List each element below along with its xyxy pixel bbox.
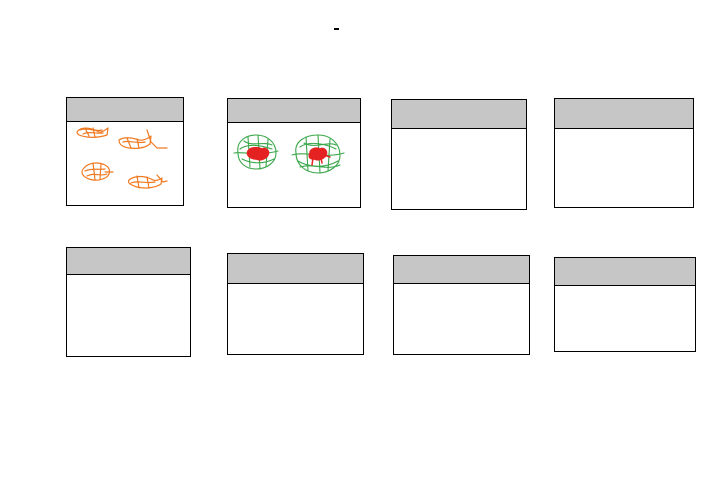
top-dash-mark: [334, 28, 339, 30]
panel-4-body[interactable]: [555, 129, 693, 207]
panel-2-body[interactable]: [228, 123, 360, 207]
panel-7[interactable]: [393, 255, 530, 355]
panel-5[interactable]: [66, 247, 191, 357]
panel-4-header: [555, 99, 693, 129]
panel-5-body[interactable]: [67, 275, 190, 356]
panel-8-header: [555, 258, 695, 286]
panel-4[interactable]: [554, 98, 694, 208]
panel-5-header: [67, 248, 190, 275]
panel-6-header: [228, 254, 363, 284]
orange-sketch: [76, 127, 168, 189]
panel-3[interactable]: [391, 99, 527, 210]
panel-8[interactable]: [554, 257, 696, 352]
panel-7-body[interactable]: [394, 284, 529, 354]
panel-1[interactable]: [66, 97, 184, 206]
panel-7-header: [394, 256, 529, 284]
panel-6-body[interactable]: [228, 284, 363, 354]
panel-2-header: [228, 99, 360, 123]
green-red-sketch: [233, 134, 345, 174]
panel-1-body[interactable]: [67, 122, 183, 205]
panel-2[interactable]: [227, 98, 361, 208]
panel-8-body[interactable]: [555, 286, 695, 351]
panel-3-body[interactable]: [392, 129, 526, 209]
panel-6[interactable]: [227, 253, 364, 355]
panel-3-header: [392, 100, 526, 129]
panel-1-header: [67, 98, 183, 122]
